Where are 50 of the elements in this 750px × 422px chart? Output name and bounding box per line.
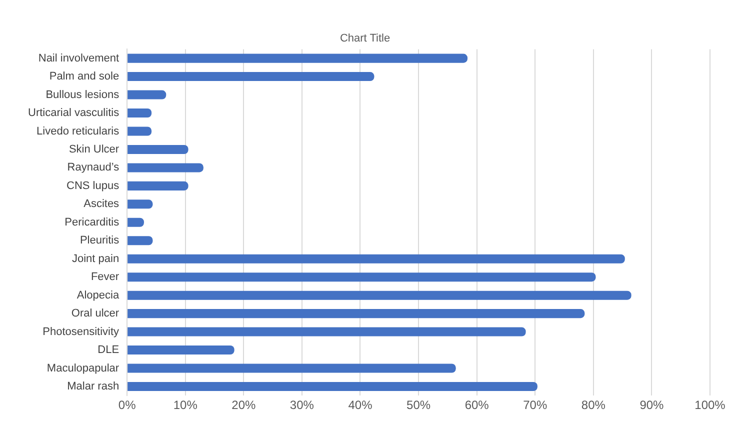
y-tick-label: Malar rash [67,380,120,393]
y-tick-label: Raynaud’s [67,162,120,174]
y-tick-label: Fever [90,271,120,284]
x-tick-label: 0% [118,398,136,412]
bar [128,364,456,373]
bar [128,200,153,209]
x-tick-label: 80% [581,398,606,412]
bar [128,90,166,100]
bar [128,272,596,282]
y-tick-label: Alopecia [76,289,120,302]
y-tick-label: DLE [98,344,120,356]
bar [128,126,152,136]
x-tick-label: 10% [173,398,198,412]
y-tick-label: Livedo reticularis [36,125,120,138]
bar [128,346,234,355]
y-tick-label: Joint pain [72,252,120,265]
y-tick-label: Photosensitivity [42,326,120,338]
y-tick-label: Urticarial vasculitis [28,107,120,120]
y-tick-label: Bullous lesions [46,88,120,101]
bar [128,254,625,264]
y-tick-label: Nail involvement [38,52,120,64]
bar [128,108,152,118]
y-tick-label: Pleuritis [80,234,120,247]
x-tick-label: 30% [290,398,314,412]
x-tick-label: 90% [640,398,664,412]
x-tick-label: 20% [232,398,256,412]
bar [128,309,585,318]
bar [128,236,153,246]
bar [128,382,538,391]
bar [128,144,188,154]
bar [128,181,188,190]
x-tick-label: 100% [694,398,726,412]
x-tick-label: 50% [406,398,431,412]
y-tick-label: Ascites [84,198,120,210]
y-tick-label: Skin Ulcer [68,144,120,156]
bar [128,290,632,300]
bar [128,218,144,227]
bar [128,163,204,172]
x-tick-label: 60% [464,398,490,412]
y-tick-label: Maculopapular [46,362,120,374]
y-tick-label: Oral ulcer [71,308,120,320]
y-tick-label: CNS lupus [66,180,120,192]
bar [128,72,374,82]
bar [128,327,526,336]
y-tick-label: Palm and sole [49,70,120,83]
x-tick-label: 40% [348,398,373,412]
chart-title: Chart Title [340,32,390,45]
y-tick-label: Pericarditis [64,216,120,228]
bar [128,54,468,63]
x-tick-label: 70% [523,398,548,412]
